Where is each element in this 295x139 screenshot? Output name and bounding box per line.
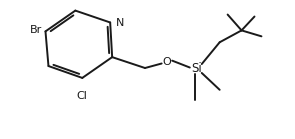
Text: Cl: Cl (76, 91, 87, 101)
Text: N: N (116, 18, 124, 28)
Text: Si: Si (191, 62, 202, 75)
Text: O: O (163, 57, 171, 67)
Text: Br: Br (30, 25, 42, 35)
